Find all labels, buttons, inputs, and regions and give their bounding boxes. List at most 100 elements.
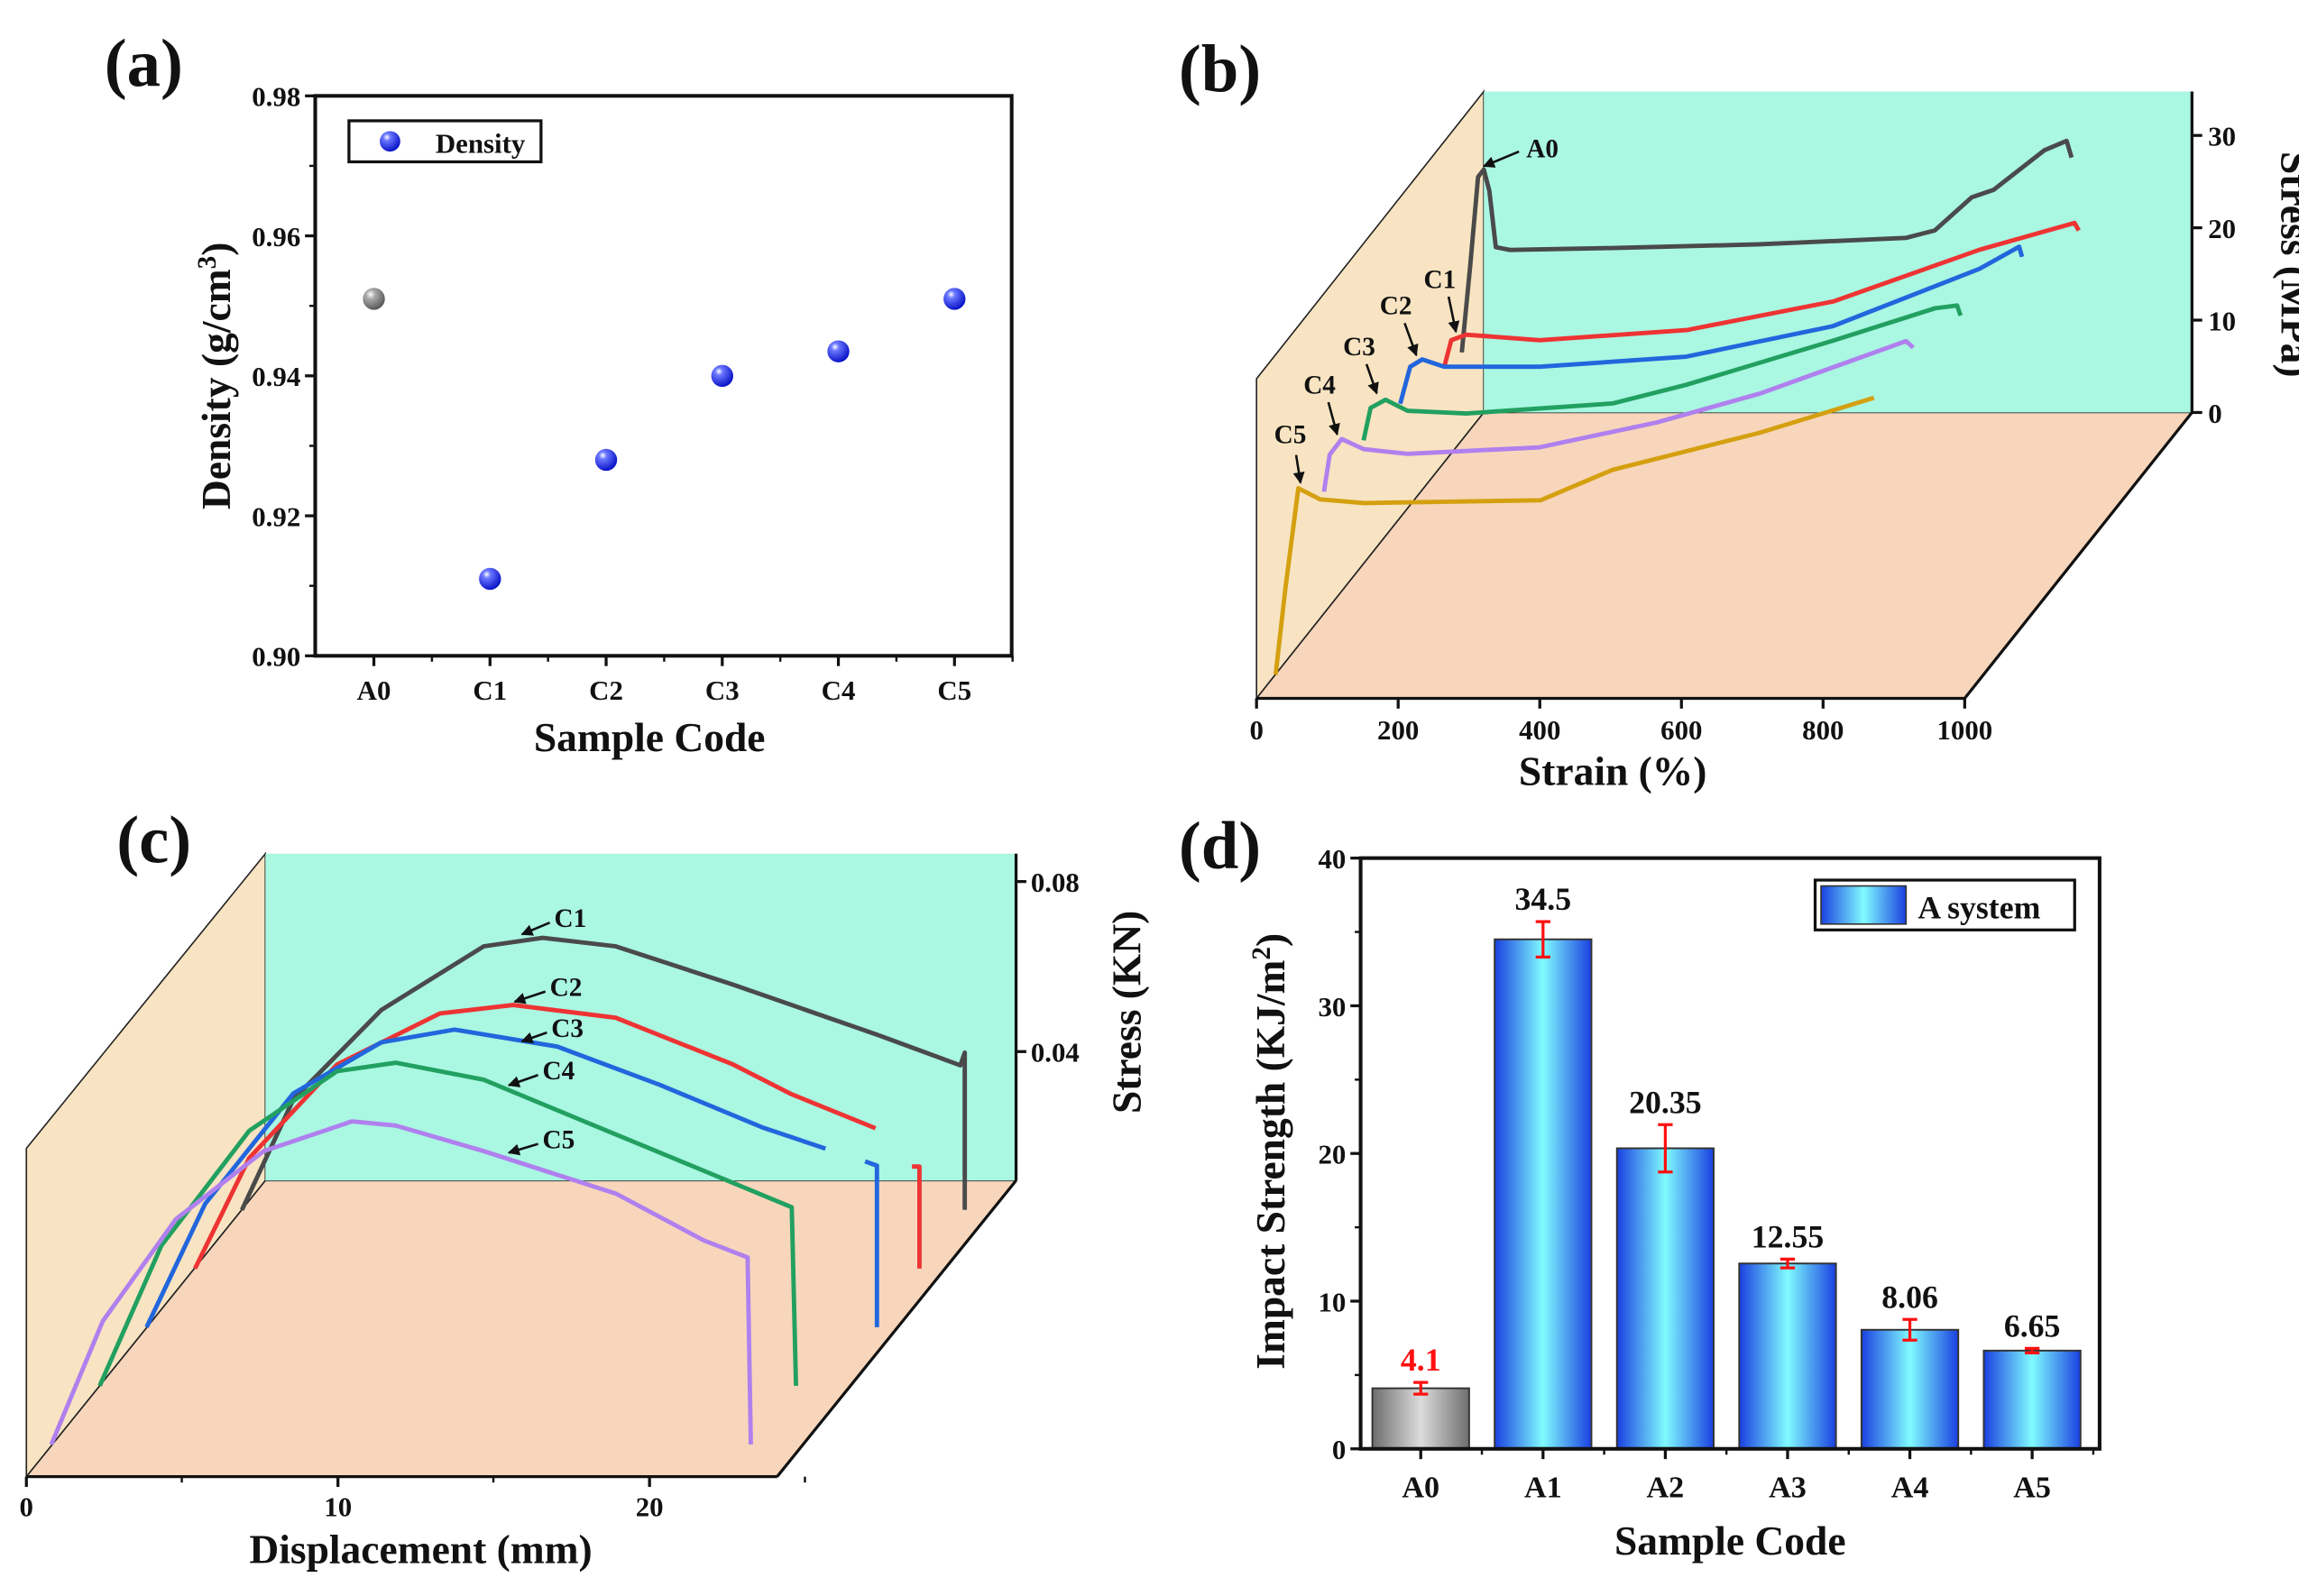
series-C1-line — [1441, 220, 2081, 368]
y-tick-label: 0.90 — [252, 641, 300, 673]
legend: Density — [347, 119, 543, 164]
panel-d-impact-strength: (d) 0 10 20 30 40 4.1 A0 34.5 A1 20.35 A2 12.55 A3 8.0… — [1179, 809, 2101, 1564]
series-C2-arrow — [513, 990, 547, 1004]
data-point-C4 — [827, 340, 850, 362]
x-tick-label: A0 — [1402, 1471, 1439, 1504]
y-axis-label-text: Impact Strength (KJ/m — [1247, 960, 1293, 1370]
y-tick-label: 20 — [1318, 1139, 1346, 1170]
x-tick-label: C4 — [822, 674, 856, 706]
data-point-C2 — [594, 448, 618, 472]
series-C5-arrow — [1292, 454, 1305, 484]
x-axis-label: Sample Code — [1614, 1518, 1846, 1564]
bar-A5 — [1982, 1349, 2082, 1450]
series-C4-line — [97, 1060, 798, 1387]
x-tick-label: A1 — [1524, 1471, 1562, 1504]
x-tick-label: 20 — [636, 1491, 664, 1523]
y-tick-label: 0.98 — [252, 81, 300, 113]
legend: A system — [1813, 878, 2076, 931]
x-axis-label: Strain (%) — [1519, 748, 1707, 793]
x-tick-label: 10 — [324, 1491, 352, 1523]
series-C4-arrow — [1327, 401, 1340, 436]
panel-label: (c) — [116, 803, 191, 878]
data-point-A0 — [363, 288, 385, 310]
series-C3-arrow — [520, 1031, 547, 1044]
series-C1-line — [240, 935, 968, 1211]
y-tick-label: 0 — [2208, 398, 2221, 429]
series-C5-arrow — [507, 1142, 538, 1156]
floor-edge — [1963, 411, 2193, 700]
x-tick-label: 400 — [1519, 714, 1560, 746]
series-C1-arrow — [1447, 296, 1460, 334]
back-wall — [265, 853, 1016, 1181]
y-tick-label: 0.08 — [1031, 867, 1080, 898]
series-C2-arrow — [1403, 322, 1419, 357]
legend-marker — [380, 131, 400, 152]
x-tick-label: 0 — [20, 1491, 33, 1523]
data-label-A2: 20.35 — [1629, 1084, 1701, 1120]
series-C4-label: C4 — [542, 1057, 575, 1086]
x-tick-label: C5 — [937, 674, 971, 706]
series-C5-line — [49, 1119, 753, 1445]
series-C2-fracture — [912, 1164, 922, 1269]
floor-edge — [776, 1179, 1017, 1478]
data-point-C1 — [479, 567, 501, 591]
y-tick-label: 10 — [2208, 305, 2236, 336]
series-C1-arrow — [520, 921, 551, 936]
x-tick-label: A4 — [1891, 1471, 1929, 1504]
series-C1-label: C1 — [554, 904, 586, 933]
series-C5-line — [1273, 395, 1875, 675]
plot-frame — [1358, 856, 2101, 1451]
legend-label: A system — [1917, 889, 2040, 925]
panel-label: (d) — [1179, 809, 1261, 884]
bar-A2 — [1615, 1147, 1715, 1450]
series-C3-arrow — [1365, 363, 1379, 395]
y-tick-label: 0.96 — [252, 221, 300, 252]
y-axis-label: Stress (KN) — [1104, 911, 1150, 1114]
data-label-A1: 34.5 — [1515, 881, 1572, 917]
x-tick-label: A2 — [1647, 1471, 1685, 1504]
y-tick-label: 10 — [1318, 1286, 1346, 1317]
data-label-A0: 4.1 — [1401, 1342, 1441, 1378]
data-point-C3 — [711, 364, 733, 388]
series-C4-arrow — [507, 1074, 539, 1087]
data-label-A3: 12.55 — [1752, 1218, 1824, 1254]
series-C4-label: C4 — [1303, 371, 1336, 399]
panel-label: (a) — [105, 26, 183, 101]
data-label-A4: 8.06 — [1881, 1279, 1938, 1315]
legend-label: Density — [436, 128, 526, 160]
y-axis-label-end: ) — [193, 243, 239, 256]
plot-frame — [313, 94, 1014, 658]
y-axis-label-end: ) — [1247, 933, 1293, 947]
panel-a-density: (a) 0.90 0.92 0.94 0.96 0.98 A0 C1 C2 C3 C4 C5 Sampl… — [105, 26, 1014, 760]
y-axis-label-text: Density (g/cm — [193, 269, 239, 509]
y-axis-label-superscript: 3 — [193, 256, 222, 270]
y-tick-label: 0 — [1332, 1434, 1346, 1465]
series-C2-label: C2 — [1380, 292, 1412, 321]
series-C3-label: C3 — [551, 1014, 584, 1043]
series-C3-label: C3 — [1343, 333, 1375, 362]
y-tick-label: 40 — [1318, 843, 1346, 875]
series-C2-line — [193, 1003, 877, 1270]
x-tick-label: 1000 — [1936, 714, 1992, 746]
x-tick-label: C2 — [589, 674, 623, 706]
panel-c-stress-displacement: (c) C1 C2 C3 C4 C5 0.04 0.08 0 10 20 Displacement (… — [20, 803, 1150, 1573]
x-tick-label: C3 — [705, 674, 740, 706]
bar-A3 — [1738, 1262, 1837, 1450]
y-axis-label: Density (g/cm3) — [193, 243, 239, 509]
x-tick-label: A5 — [2013, 1471, 2051, 1504]
series-C3-line — [1361, 303, 1963, 441]
x-tick-label: 600 — [1660, 714, 1702, 746]
bar-A0 — [1371, 1387, 1470, 1450]
series-C3-line — [144, 1027, 827, 1328]
x-axis-label: Displacement (mm) — [249, 1527, 592, 1573]
y-tick-label: 0.04 — [1031, 1037, 1080, 1069]
series-A0-line — [1459, 138, 2074, 353]
data-label-A5: 6.65 — [2004, 1307, 2061, 1344]
bar-A4 — [1860, 1328, 1960, 1450]
y-tick-label: 0.92 — [252, 500, 300, 532]
legend-swatch — [1820, 885, 1908, 925]
x-tick-label: 800 — [1802, 714, 1844, 746]
series-A0-arrow — [1482, 150, 1520, 168]
series-C5-label: C5 — [542, 1126, 575, 1155]
